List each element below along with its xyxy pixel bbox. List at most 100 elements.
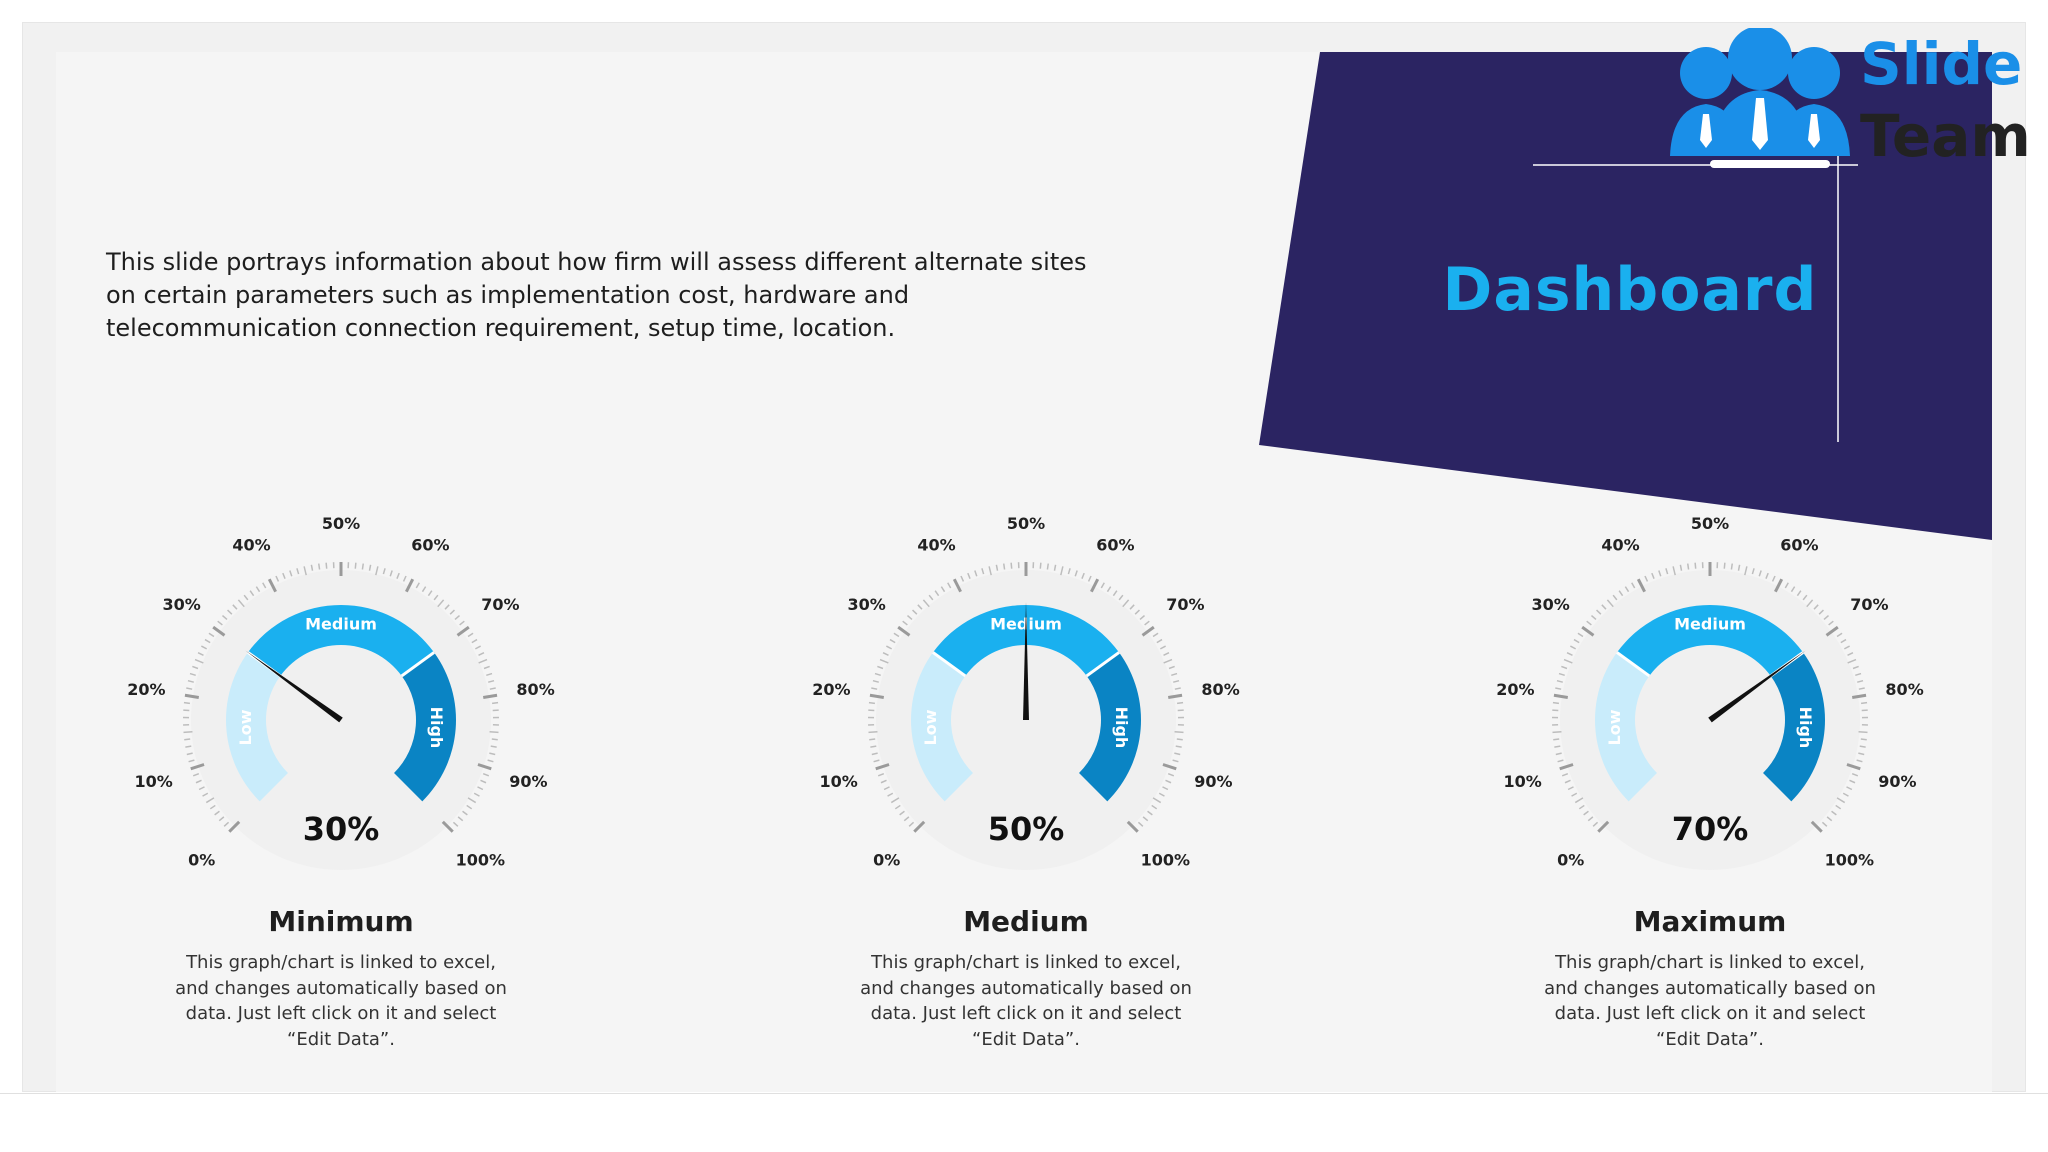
gauge-minor-tick	[361, 563, 365, 570]
gauge-band-medium	[1616, 605, 1804, 676]
gauge-band-separator	[932, 651, 967, 678]
gauge-major-tick	[875, 763, 890, 771]
gauge-minor-tick	[205, 797, 215, 804]
gauge-minor-tick	[1553, 738, 1560, 741]
gauge-minor-tick	[192, 665, 199, 670]
gauge-band-separator	[400, 651, 435, 678]
gauge-minor-tick	[467, 632, 474, 638]
gauge-scale-label: 50%	[1007, 514, 1045, 533]
gauge-minor-tick	[1552, 701, 1560, 705]
gauge-chart-maximum[interactable]: 0% 10% 20% 30% 40% 50% 60% 70% 80% 90% 100% Low Medi…	[1496, 514, 1924, 870]
gauge-major-tick	[228, 820, 241, 833]
gauge-minor-tick	[1852, 665, 1859, 670]
gauge-minor-tick	[1577, 632, 1584, 638]
gauge-minor-tick	[1828, 620, 1834, 626]
gauge-scale-label: 60%	[1780, 535, 1818, 554]
gauge-minor-tick	[1010, 562, 1013, 569]
gauge-minor-tick	[1858, 687, 1865, 690]
gauge-chart-minimum[interactable]: 0% 10% 20% 30% 40% 50% 60% 70% 80% 90% 100% Low Medi…	[127, 514, 555, 870]
gauge-minor-tick	[1176, 701, 1184, 705]
gauge-major-tick	[1774, 578, 1784, 593]
gauge-minor-tick	[1618, 590, 1624, 597]
gauge-chart-medium[interactable]: 0%10%20%30%40%50%60%70%80%90%100%LowMedi…	[812, 514, 1240, 870]
gauge-minor-tick	[402, 575, 407, 582]
gauge-minor-tick	[486, 672, 493, 677]
gauge-minor-tick	[1563, 658, 1573, 664]
gauge-minor-tick	[1842, 792, 1849, 797]
gauge-major-tick	[1553, 693, 1569, 699]
gauge-minor-tick	[396, 572, 400, 579]
gauge-minor-tick	[886, 645, 893, 650]
gauge-minor-tick	[382, 568, 386, 575]
gauge-scale-label: 30%	[847, 595, 885, 614]
gauge-minor-tick	[184, 738, 191, 741]
gauge-minor-tick	[489, 752, 496, 756]
gauge-minor-tick	[473, 792, 480, 797]
gauge-minor-tick	[883, 786, 890, 791]
gauge-minor-tick	[1847, 658, 1857, 664]
gauge-major-tick	[1126, 820, 1139, 833]
gauge-minor-tick	[882, 652, 889, 656]
gauge-minor-tick	[1860, 701, 1868, 705]
gauge-minor-tick	[477, 786, 484, 791]
gauge-description: This graph/chart is linked to excel, and…	[1544, 952, 1876, 1050]
gauge-minor-tick	[940, 586, 946, 593]
gauge-minor-tick	[1592, 821, 1599, 827]
gauge-minor-tick	[1564, 779, 1571, 784]
gauge-minor-tick	[1818, 609, 1824, 615]
gauge-minor-tick	[871, 687, 878, 690]
gauge-minor-tick	[1686, 563, 1690, 570]
gauge-minor-tick	[1771, 575, 1776, 582]
slide-team-logo: Slide Team	[1660, 28, 2031, 178]
gauge-minor-tick	[1583, 810, 1589, 816]
gauge-minor-tick	[1723, 562, 1726, 569]
gauge-minor-tick	[1857, 679, 1864, 683]
gauge-minor-tick	[437, 599, 445, 608]
gauge-minor-tick	[1162, 786, 1169, 791]
gauge-minor-tick	[906, 614, 913, 621]
gauge-minor-tick	[894, 804, 901, 810]
gauge-minor-tick	[868, 730, 878, 734]
gauge-scale-label: 40%	[1601, 535, 1639, 554]
gauge-minor-tick	[282, 572, 286, 579]
gauge-minor-tick	[877, 773, 885, 777]
gauge-minor-tick	[1163, 652, 1170, 656]
gauge-minor-tick	[187, 679, 194, 683]
gauge-scale-label: 10%	[819, 772, 857, 791]
gauge-minor-tick	[967, 572, 971, 579]
gauge-minor-tick	[995, 564, 999, 571]
gauge-minor-tick	[1060, 566, 1064, 576]
gauge-scale-label: 40%	[232, 535, 270, 554]
gauge-major-tick	[1167, 693, 1183, 699]
gauge-scale-label: 80%	[1885, 680, 1923, 699]
gauge-major-tick	[1825, 625, 1839, 637]
gauge-minor-tick	[893, 632, 900, 638]
gauge-minor-tick	[1612, 594, 1618, 601]
gauge-minor-tick	[1784, 582, 1789, 589]
gauge-minor-tick	[478, 652, 485, 656]
gauge-minor-tick	[1081, 572, 1085, 579]
gauge-minor-tick	[928, 594, 934, 601]
gauge-minor-tick	[195, 779, 202, 784]
gauge-minor-tick	[303, 566, 307, 576]
gauge-title: Minimum	[268, 905, 414, 938]
gauge-minor-tick	[1112, 590, 1118, 597]
gauge-minor-tick	[375, 566, 379, 576]
gauge-scale-label: 70%	[1850, 595, 1888, 614]
gauge-scale-label: 20%	[127, 680, 165, 699]
gauge-minor-tick	[462, 810, 468, 816]
gauge-minor-tick	[1858, 752, 1865, 756]
gauge-major-tick	[1141, 625, 1155, 637]
gauge-value-label: 70%	[1671, 810, 1749, 848]
gauge-minor-tick	[974, 570, 978, 577]
gauge-card-medium: 0% 10% 20% 30% 40% 50% 60% 70% 80% 90% 100% Low Medi…	[812, 514, 1240, 1060]
gauge-minor-tick	[249, 590, 255, 597]
gauge-minor-tick	[183, 730, 193, 734]
gauge-minor-tick	[1555, 687, 1562, 690]
gauge-minor-tick	[1573, 638, 1580, 644]
gauge-minor-tick	[879, 658, 889, 664]
gauge-minor-tick	[217, 620, 223, 626]
gauge-band-label-low: Low	[1605, 709, 1624, 745]
gauge-minor-tick	[296, 568, 300, 575]
gauge-scale-label: 100%	[456, 850, 505, 869]
